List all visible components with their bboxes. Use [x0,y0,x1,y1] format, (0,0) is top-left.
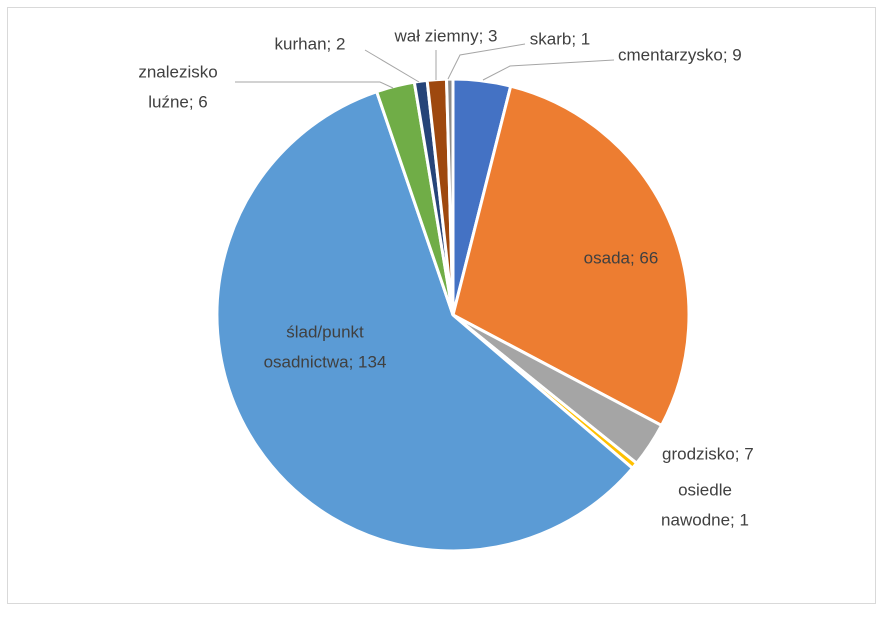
data-label: osada; 66 [584,248,659,267]
data-label: grodzisko; 7 [662,444,754,463]
leader-line [235,81,394,89]
pie-slice [215,89,635,553]
data-label: ślad/punkt [286,322,364,341]
data-label: nawodne; 1 [661,510,749,529]
data-label: cmentarzysko; 9 [618,45,742,64]
data-label: osiedle [678,480,732,499]
leader-line [447,43,526,80]
data-label: kurhan; 2 [275,34,346,53]
data-label: znalezisko [138,62,217,81]
data-label: skarb; 1 [530,29,590,48]
data-label: luźne; 6 [148,92,208,111]
data-label: osadnictwa; 134 [264,352,387,371]
pie-slice [451,84,691,428]
pie-slice [444,77,455,316]
leader-line [482,59,615,81]
leader-line [364,49,420,83]
data-label: wał ziemny; 3 [394,26,498,45]
